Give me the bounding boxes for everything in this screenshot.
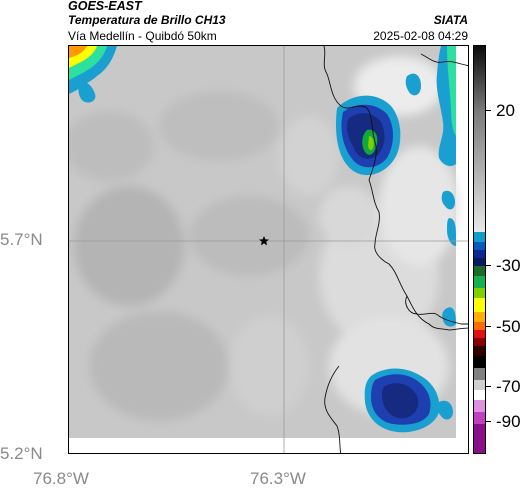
star-icon bbox=[259, 236, 269, 246]
colorbar-tick-m90 bbox=[486, 421, 491, 422]
colorbar-tick-20 bbox=[486, 110, 491, 111]
colorbar bbox=[473, 45, 486, 454]
colorbar-tick-m70 bbox=[486, 386, 491, 387]
map-canvas bbox=[69, 46, 468, 453]
convective-cloud-southeast bbox=[364, 368, 453, 433]
colorbar-label-m30: -30 bbox=[496, 256, 521, 275]
cloud-top-left bbox=[69, 46, 117, 103]
colorbar-gradient bbox=[474, 46, 485, 453]
agency-label: SIATA bbox=[433, 13, 468, 27]
colorbar-tick-m50 bbox=[486, 326, 491, 327]
colorbar-label-m50: -50 bbox=[496, 317, 521, 336]
region-subtitle: Vía Medellín - Quibdó 50km bbox=[68, 29, 217, 43]
cloud-right-edge bbox=[405, 46, 456, 327]
lon-label-76.3: 76.3°W bbox=[250, 469, 306, 488]
border-line-north bbox=[420, 53, 468, 67]
satellite-map[interactable] bbox=[68, 45, 469, 454]
colorbar-label-m70: -70 bbox=[496, 377, 521, 396]
convective-cloud-northeast bbox=[335, 95, 401, 176]
colorbar-label-m90: -90 bbox=[496, 412, 521, 431]
lon-label-76.8: 76.8°W bbox=[33, 469, 89, 488]
product-title: Temperatura de Brillo CH13 bbox=[68, 13, 226, 27]
satellite-title: GOES-EAST bbox=[68, 0, 142, 13]
lat-label-5.2: 5.2°N bbox=[0, 444, 43, 463]
border-line-main bbox=[323, 46, 468, 331]
lat-label-5.7: 5.7°N bbox=[0, 230, 43, 249]
border-line-south bbox=[324, 365, 342, 453]
admin-borders-lines bbox=[323, 46, 468, 453]
colorbar-tick-m30 bbox=[486, 265, 491, 266]
colorbar-label-20: 20 bbox=[496, 101, 515, 120]
graticule bbox=[69, 46, 468, 453]
texture-layer bbox=[69, 56, 459, 421]
border-line-branch bbox=[405, 295, 468, 325]
datetime-label: 2025-02-08 04:29 bbox=[373, 29, 468, 43]
